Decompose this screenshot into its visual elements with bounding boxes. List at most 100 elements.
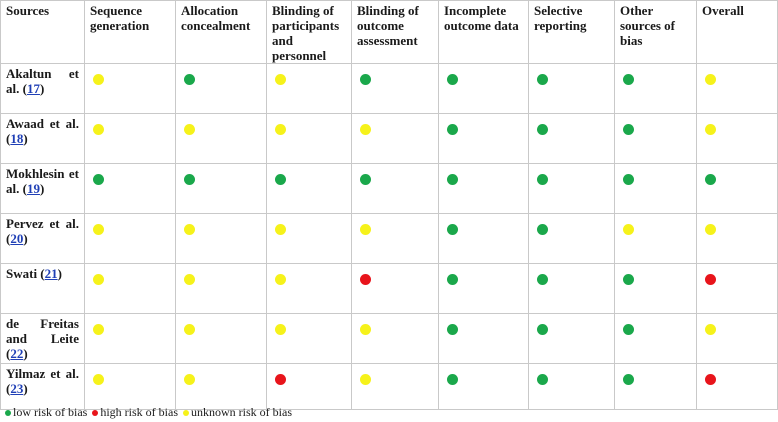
risk-unknown-dot — [360, 374, 371, 385]
rating-cell — [351, 313, 439, 364]
rating-cell — [696, 213, 778, 264]
risk-high-dot — [360, 274, 371, 285]
legend-label: low risk of bias — [13, 405, 88, 419]
rating-cell — [84, 113, 176, 164]
rating-cell — [351, 263, 439, 314]
source-name: Swati (21) — [6, 266, 79, 281]
legend-unknown-dot — [183, 409, 189, 416]
risk-low-dot — [537, 174, 548, 185]
rating-cell — [266, 63, 352, 114]
rating-cell — [438, 313, 529, 364]
source-label: Awaad et al. ( — [6, 116, 79, 146]
reference-link[interactable]: 22 — [10, 346, 24, 361]
risk-unknown-dot — [93, 374, 104, 385]
rating-cell — [696, 163, 778, 214]
table-row: Swati (21) — [0, 263, 778, 314]
risk-unknown-dot — [93, 324, 104, 335]
risk-low-dot — [537, 224, 548, 235]
rating-cell — [266, 363, 352, 410]
risk-unknown-dot — [184, 124, 195, 135]
source-label: Pervez et al. ( — [6, 216, 79, 246]
legend-item-high: high risk of bias — [91, 405, 178, 419]
source-cell: Awaad et al. (18) — [0, 113, 85, 164]
rating-cell — [528, 163, 615, 214]
table-row: de Freitas and Leite (22) — [0, 313, 778, 364]
column-header: Other sources of bias — [614, 0, 697, 64]
legend-item-unknown: unknown risk of bias — [182, 405, 292, 419]
reference-close: ) — [23, 381, 28, 396]
rating-cell — [84, 163, 176, 214]
rating-cell — [351, 163, 439, 214]
risk-low-dot — [184, 174, 195, 185]
rating-cell — [175, 313, 267, 364]
rating-cell — [614, 363, 697, 410]
reference-close: ) — [39, 181, 45, 196]
risk-unknown-dot — [275, 274, 286, 285]
reference-link[interactable]: 20 — [10, 231, 24, 246]
reference-link[interactable]: 17 — [26, 81, 40, 96]
source-name: Yilmaz et al. (23) — [6, 366, 79, 396]
risk-low-dot — [93, 174, 104, 185]
risk-low-dot — [447, 174, 458, 185]
reference-close: ) — [57, 266, 62, 281]
rating-cell — [438, 63, 529, 114]
column-header: Selective reporting — [528, 0, 615, 64]
source-name: Awaad et al. (18) — [6, 116, 79, 146]
source-cell: Yilmaz et al. (23) — [0, 363, 85, 410]
rating-cell — [438, 213, 529, 264]
risk-unknown-dot — [705, 74, 716, 85]
table-body: Akaltun et al. (17) Awaad et al. (18) Mokh… — [0, 63, 778, 410]
rating-cell — [84, 263, 176, 314]
risk-of-bias-table: Sources Sequence generation Allocation con… — [0, 0, 778, 410]
rating-cell — [528, 313, 615, 364]
risk-low-dot — [705, 174, 716, 185]
risk-unknown-dot — [275, 74, 286, 85]
risk-low-dot — [537, 374, 548, 385]
risk-unknown-dot — [705, 324, 716, 335]
reference-close: ) — [23, 131, 28, 146]
rating-cell — [266, 113, 352, 164]
source-label: Akaltun et al. ( — [6, 66, 79, 96]
risk-low-dot — [275, 174, 286, 185]
risk-unknown-dot — [184, 274, 195, 285]
risk-unknown-dot — [275, 324, 286, 335]
risk-low-dot — [623, 124, 634, 135]
header-row: Sources Sequence generation Allocation con… — [0, 0, 778, 64]
legend-low-dot — [5, 409, 11, 416]
reference-link[interactable]: 23 — [10, 381, 24, 396]
rating-cell — [438, 263, 529, 314]
rating-cell — [528, 63, 615, 114]
legend-label: unknown risk of bias — [191, 405, 292, 419]
risk-low-dot — [537, 274, 548, 285]
reference-link[interactable]: 19 — [26, 181, 40, 196]
risk-low-dot — [447, 74, 458, 85]
risk-low-dot — [447, 124, 458, 135]
rating-cell — [84, 213, 176, 264]
table-row: Yilmaz et al. (23) — [0, 363, 778, 410]
risk-low-dot — [537, 124, 548, 135]
source-label: Mokhlesin et al. ( — [6, 166, 79, 196]
column-header: Overall — [696, 0, 778, 64]
risk-unknown-dot — [184, 374, 195, 385]
risk-low-dot — [623, 374, 634, 385]
column-header: Sources — [0, 0, 85, 64]
rating-cell — [614, 213, 697, 264]
rating-cell — [614, 163, 697, 214]
reference-close: ) — [23, 346, 28, 361]
reference-link[interactable]: 21 — [44, 266, 58, 281]
table-row: Akaltun et al. (17) — [0, 63, 778, 114]
rating-cell — [175, 63, 267, 114]
reference-link[interactable]: 18 — [10, 131, 24, 146]
risk-low-dot — [537, 324, 548, 335]
table-row: Awaad et al. (18) — [0, 113, 778, 164]
risk-unknown-dot — [360, 124, 371, 135]
reference-close: ) — [39, 81, 45, 96]
risk-low-dot — [447, 224, 458, 235]
risk-low-dot — [447, 374, 458, 385]
column-header: Sequence generation — [84, 0, 176, 64]
source-cell: de Freitas and Leite (22) — [0, 313, 85, 364]
rating-cell — [84, 313, 176, 364]
rating-cell — [528, 113, 615, 164]
rating-cell — [175, 363, 267, 410]
rating-cell — [696, 63, 778, 114]
